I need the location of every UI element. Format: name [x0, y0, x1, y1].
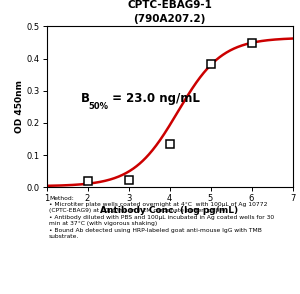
Text: Method:
• Microtiter plate wells coated overnight at 4°C  with 100μL of Ag 10772: Method: • Microtiter plate wells coated …: [49, 196, 274, 239]
Text: 50%: 50%: [88, 102, 108, 111]
Text: B: B: [81, 92, 90, 105]
Text: = 23.0 ng/mL: = 23.0 ng/mL: [108, 92, 200, 105]
X-axis label: Antibody Conc. (log pg/mL): Antibody Conc. (log pg/mL): [100, 206, 238, 215]
Y-axis label: OD 450nm: OD 450nm: [14, 80, 23, 133]
Title: CPTC-EBAG9-1
(790A207.2): CPTC-EBAG9-1 (790A207.2): [127, 0, 212, 24]
